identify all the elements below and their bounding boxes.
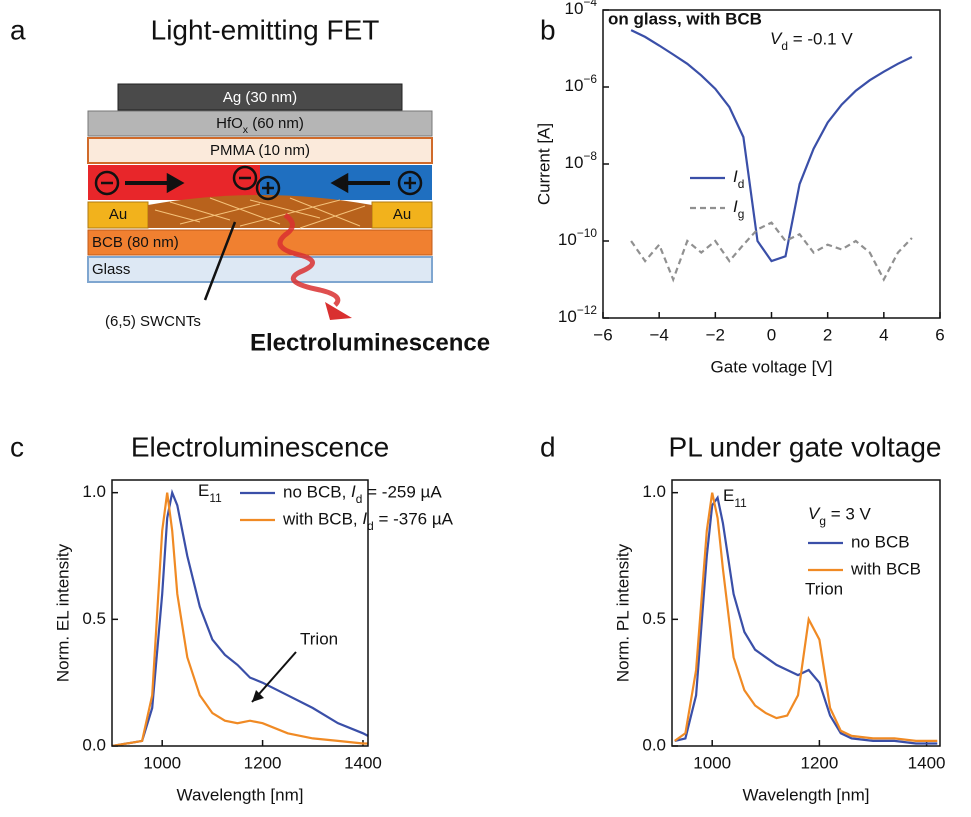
layer-label: Glass xyxy=(92,261,130,278)
x-tick-label: 1200 xyxy=(800,753,838,772)
series-line xyxy=(674,492,938,742)
chart-title: on glass, with BCB xyxy=(608,9,762,28)
panel-letter: b xyxy=(540,14,556,45)
diagram-title: Light-emitting FET xyxy=(151,14,380,45)
y-tick-label: 10−6 xyxy=(565,72,598,95)
y-tick-label: 1.0 xyxy=(82,482,106,501)
x-tick-label: −2 xyxy=(706,325,725,344)
x-axis-label: Gate voltage [V] xyxy=(711,357,833,376)
panel-letter: d xyxy=(540,431,556,462)
swcnt-label: (6,5) SWCNTs xyxy=(105,313,201,330)
pmma-layer xyxy=(87,137,433,164)
x-tick-label: −6 xyxy=(593,325,612,344)
y-tick-label: 10−8 xyxy=(565,149,598,172)
y-tick-label: 1.0 xyxy=(642,482,666,501)
legend-label: no BCB xyxy=(851,532,910,551)
chart-d: d PL under gate voltage 1000 1200 1400 0.0 0.5… xyxy=(540,431,946,804)
electrode-label: Au xyxy=(109,206,127,223)
bcb-layer xyxy=(87,229,433,256)
swcnt-fibers xyxy=(154,197,366,229)
x-axis-label: Wavelength [nm] xyxy=(743,785,870,804)
annotation: Vg = 3 V xyxy=(808,504,872,528)
x-tick-label: 1400 xyxy=(344,753,382,772)
chart-c: c Electroluminescence 1000 1200 1400 0.0 0.5 1.… xyxy=(10,431,454,804)
x-axis-label: Wavelength [nm] xyxy=(177,785,304,804)
x-tick-label: −4 xyxy=(649,325,668,344)
emission-label: Electroluminescence xyxy=(250,329,490,356)
panel-letter: a xyxy=(10,14,26,45)
x-tick-label: 4 xyxy=(879,325,888,344)
x-tick-label: 1000 xyxy=(143,753,181,772)
layer-label: PMMA (10 nm) xyxy=(210,142,310,159)
y-axis-label: Norm. EL intensity xyxy=(53,543,72,682)
annotation: Trion xyxy=(805,579,843,598)
plot-frame xyxy=(671,479,941,747)
annotation: Vd = -0.1 V xyxy=(770,29,853,53)
chart-b: b on glass, with BCB −6 −4 −2 0 2 4 6 10−12 10−10 1… xyxy=(534,0,944,376)
layer-label: BCB (80 nm) xyxy=(92,234,179,251)
layer-label: Ag (30 nm) xyxy=(223,89,297,106)
ag-layer xyxy=(117,83,403,111)
y-tick-label: 10−10 xyxy=(558,226,597,249)
series-line xyxy=(630,221,913,283)
x-tick-label: 0 xyxy=(767,325,776,344)
chart-title: Electroluminescence xyxy=(131,431,389,462)
y-axis-label: Current [A] xyxy=(534,123,553,205)
y-tick-label: 0.5 xyxy=(642,609,666,628)
glass-layer xyxy=(87,256,433,283)
panel-letter: c xyxy=(10,431,24,462)
chart-title: PL under gate voltage xyxy=(669,431,942,462)
y-tick-label: 10−12 xyxy=(558,303,597,326)
y-tick-label: 0.5 xyxy=(82,609,106,628)
legend-label: no BCB, Id = -259 µA xyxy=(283,482,442,506)
series-line xyxy=(112,492,368,746)
series-line xyxy=(674,495,938,745)
legend-label: Id xyxy=(733,167,744,191)
x-tick-label: 2 xyxy=(823,325,832,344)
pointer-line xyxy=(203,221,237,301)
plot-frame xyxy=(111,479,369,747)
series-line xyxy=(112,488,368,746)
series-line xyxy=(630,29,913,263)
hfox-layer xyxy=(87,110,433,137)
x-tick-label: 1000 xyxy=(693,753,731,772)
x-tick-label: 6 xyxy=(935,325,944,344)
electrode-label: Au xyxy=(393,206,411,223)
annotation: E11 xyxy=(723,486,747,510)
y-axis-label: Norm. PL intensity xyxy=(613,543,632,682)
arrow-head xyxy=(252,690,264,702)
y-tick-label: 0.0 xyxy=(642,735,666,754)
layer-label: HfOx (60 nm) xyxy=(216,115,304,136)
legend-label: Ig xyxy=(733,197,744,221)
plot-frame xyxy=(602,9,941,319)
panel-a: a Light-emitting FET Ag (30 nm) HfOx (60… xyxy=(10,14,490,356)
annotation: E11 xyxy=(198,481,222,505)
annotation: Trion xyxy=(300,629,338,648)
charges xyxy=(94,165,423,201)
emission-arrow xyxy=(325,302,352,320)
swcnt-network xyxy=(148,195,372,228)
y-tick-label: 0.0 xyxy=(82,735,106,754)
emission-wave xyxy=(277,212,341,307)
x-tick-label: 1400 xyxy=(908,753,946,772)
y-tick-label: 10−4 xyxy=(565,0,598,18)
x-tick-label: 1200 xyxy=(244,753,282,772)
legend-label: with BCB xyxy=(850,559,921,578)
